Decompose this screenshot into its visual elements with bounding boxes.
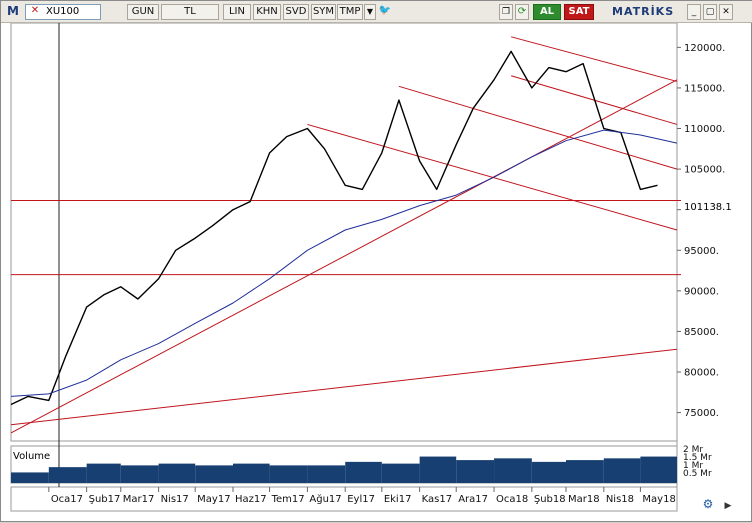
x-tick-label-11: Ara17: [458, 494, 488, 505]
volume-bar-11: [419, 456, 457, 483]
volume-bar-17: [640, 456, 677, 483]
x-tick-label-16: May18: [642, 494, 675, 505]
buy-button[interactable]: AL: [533, 4, 561, 20]
brand-logo: MATRİKS: [612, 5, 675, 18]
x-tick-label-8: Eyl17: [347, 494, 375, 505]
copy-icon[interactable]: ❐: [499, 4, 513, 20]
volume-bar-15: [566, 460, 604, 483]
volume-bar-10: [381, 463, 420, 483]
trend-line-2: [307, 123, 678, 231]
x-tick-label-5: Haz17: [235, 494, 267, 505]
trend-line-1: [10, 348, 678, 426]
x-tick-label-10: Kas17: [422, 494, 452, 505]
volume-bar-9: [345, 461, 382, 483]
x-tick-label-14: Mar18: [568, 494, 600, 505]
volume-bar-5: [195, 465, 233, 483]
volume-bar-0: [11, 472, 49, 483]
settings-icon[interactable]: ⚙: [702, 497, 714, 511]
svd-button[interactable]: SVD: [283, 4, 309, 20]
volume-bar-6: [233, 463, 270, 483]
tmp-button[interactable]: TMP: [337, 4, 363, 20]
twitter-icon[interactable]: 🐦: [378, 5, 392, 16]
currency-button[interactable]: TL: [161, 4, 219, 20]
volume-bar-16: [603, 458, 641, 483]
y-tick-label-9: 75000.: [684, 408, 719, 419]
x-tick-label-2: Mar17: [123, 494, 155, 505]
plot-area: [10, 22, 678, 442]
volume-bar-1: [48, 467, 87, 483]
restore-icon[interactable]: ▢: [703, 4, 717, 20]
x-tick-label-3: Nis17: [161, 494, 189, 505]
x-tick-label-7: Ağu17: [309, 493, 341, 505]
refresh-icon[interactable]: ⟳: [515, 4, 529, 20]
clear-symbol-icon[interactable]: ✕: [30, 5, 40, 16]
volume-bar-14: [531, 461, 566, 483]
minimize-icon[interactable]: _: [687, 4, 701, 20]
x-tick-label-6: Tem17: [271, 494, 305, 505]
volume-label: Volume: [13, 451, 51, 462]
volume-tick-label-3: 0.5 Mr: [683, 469, 712, 479]
close-icon[interactable]: ✕: [719, 4, 733, 20]
price-line: [10, 50, 658, 406]
volume-bar-4: [158, 463, 196, 483]
volume-bar-13: [494, 458, 532, 483]
x-tick-label-0: Oca17: [51, 494, 83, 505]
y-tick-label-5: 95000.: [684, 246, 719, 257]
symbol-input[interactable]: XU100: [25, 4, 101, 20]
moving-average-line: [10, 129, 678, 397]
chevron-down-icon[interactable]: ▼: [364, 4, 376, 20]
khn-button[interactable]: KHN: [253, 4, 281, 20]
volume-tick-label-1: 1.5 Mr: [683, 453, 712, 463]
x-tick-label-1: Şub17: [89, 494, 121, 505]
y-tick-label-8: 80000.: [684, 368, 719, 379]
toolbar: M XU100 ✕ GUN TL LIN KHN SVD SYM TMP ▼ 🐦…: [1, 1, 752, 23]
lin-button[interactable]: LIN: [223, 4, 251, 20]
volume-tick-label-2: 1 Mr: [683, 461, 703, 471]
x-tick-label-13: Şub18: [534, 494, 566, 505]
trend-line-3: [398, 85, 678, 170]
period-button[interactable]: GUN: [127, 4, 159, 20]
volume-tick-label-0: 2 Mr: [683, 445, 703, 455]
trend-line-4: [510, 36, 678, 82]
sym-button[interactable]: SYM: [311, 4, 336, 20]
scroll-right-icon[interactable]: ▶: [724, 501, 732, 511]
volume-bar-12: [456, 460, 495, 483]
y-tick-label-2: 110000.: [684, 124, 725, 135]
volume-bar-8: [307, 465, 346, 483]
x-tick-label-9: Eki17: [384, 494, 412, 505]
y-tick-label-1: 115000.: [684, 83, 725, 94]
x-tick-label-4: May17: [197, 494, 230, 505]
m-icon[interactable]: M: [7, 4, 19, 18]
volume-bar-7: [269, 465, 308, 483]
sell-button[interactable]: SAT: [564, 4, 594, 20]
symbol-value: XU100: [46, 6, 80, 17]
volume-bar-3: [120, 465, 159, 483]
last-price-label: 101138.1: [682, 202, 734, 213]
x-tick-label-15: Nis18: [606, 494, 634, 505]
y-tick-label-0: 120000.: [684, 43, 725, 54]
y-tick-label-7: 85000.: [684, 327, 719, 338]
volume-bar-2: [86, 463, 121, 483]
trend-line-0: [10, 79, 678, 434]
y-tick-label-6: 90000.: [684, 286, 719, 297]
y-tick-label-3: 105000.: [684, 165, 725, 176]
x-tick-label-12: Oca18: [496, 494, 528, 505]
